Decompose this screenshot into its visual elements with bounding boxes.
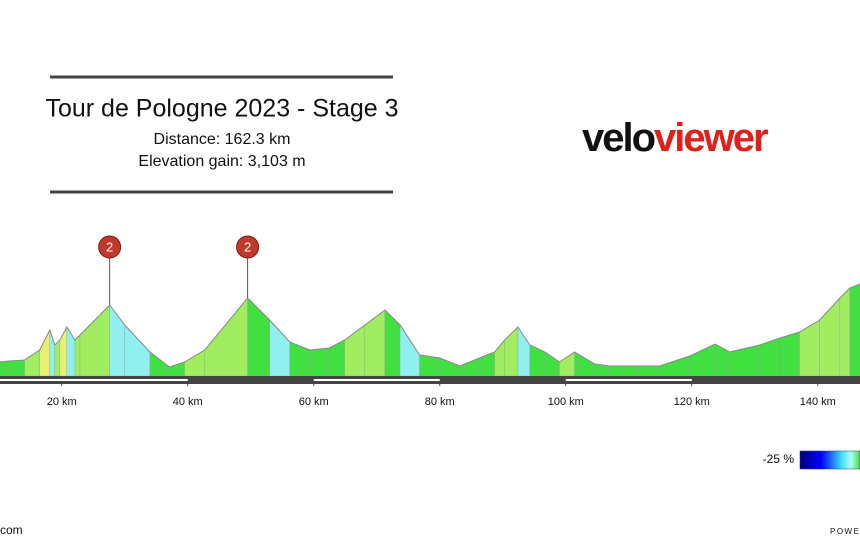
x-tick-label: 140 km (800, 396, 836, 408)
elevation-segment (419, 354, 440, 377)
elevation-segment (439, 357, 461, 377)
elevation-segment (329, 339, 345, 377)
elevation-segment (779, 331, 800, 377)
elevation-segment (309, 347, 330, 377)
elevation-segment (529, 344, 546, 377)
elevation-segment (9, 359, 25, 377)
legend-label: -25 % (763, 452, 795, 466)
footer: POWE (830, 527, 860, 536)
subtitle: Elevation gain: 3,103 m (138, 153, 305, 170)
elevation-outline (0, 283, 860, 368)
x-tick-label: 100 km (548, 396, 584, 408)
elevation-segment (0, 360, 10, 377)
subtitle: Distance: 162.3 km (154, 131, 291, 148)
climb-marker (236, 235, 260, 259)
gradient-legend (799, 450, 860, 470)
elevation-segment (149, 351, 170, 377)
elevation-segment (579, 354, 595, 377)
elevation-segment (659, 355, 691, 377)
logo-part: velo (582, 116, 655, 160)
elevation-segment (289, 341, 311, 377)
elevation-segment (384, 309, 401, 377)
climb-category: 2 (244, 239, 251, 254)
climb-marker (98, 235, 122, 259)
elevation-segment (849, 283, 860, 377)
elevation-segment (574, 351, 580, 377)
elevation-segment (729, 344, 761, 377)
x-tick-label: 20 km (47, 396, 77, 408)
elevation-segment (459, 357, 480, 377)
elevation-segment (204, 297, 248, 377)
footer: com (0, 523, 23, 537)
elevation-segment (639, 365, 660, 377)
x-tick-label: 60 km (299, 396, 329, 408)
elevation-segment (54, 339, 61, 377)
elevation-segment (559, 351, 575, 377)
title: Tour de Pologne 2023 - Stage 3 (45, 95, 398, 123)
elevation-segment (184, 349, 205, 377)
elevation-segment (364, 309, 386, 377)
logo: veloviewer (582, 116, 768, 160)
elevation-segment (79, 304, 110, 377)
x-tick-label: 40 km (173, 396, 203, 408)
elevation-segment (124, 324, 151, 377)
elevation-segment (504, 326, 519, 377)
x-tick-label: 120 km (674, 396, 710, 408)
elevation-segment (689, 343, 716, 377)
x-tick-label: 80 km (425, 396, 455, 408)
elevation-segment (479, 351, 495, 377)
logo-part: viewer (654, 116, 768, 160)
elevation-segment (24, 349, 40, 377)
elevation-segment (74, 334, 81, 377)
elevation-segment (39, 329, 50, 377)
elevation-segment (517, 326, 531, 377)
elevation-segment (839, 287, 851, 377)
climb-category: 2 (106, 239, 113, 254)
elevation-segment (544, 351, 560, 377)
elevation-segment (714, 343, 730, 377)
elevation-segment (269, 319, 291, 377)
elevation-segment (799, 319, 820, 377)
elevation-segment (609, 365, 640, 377)
